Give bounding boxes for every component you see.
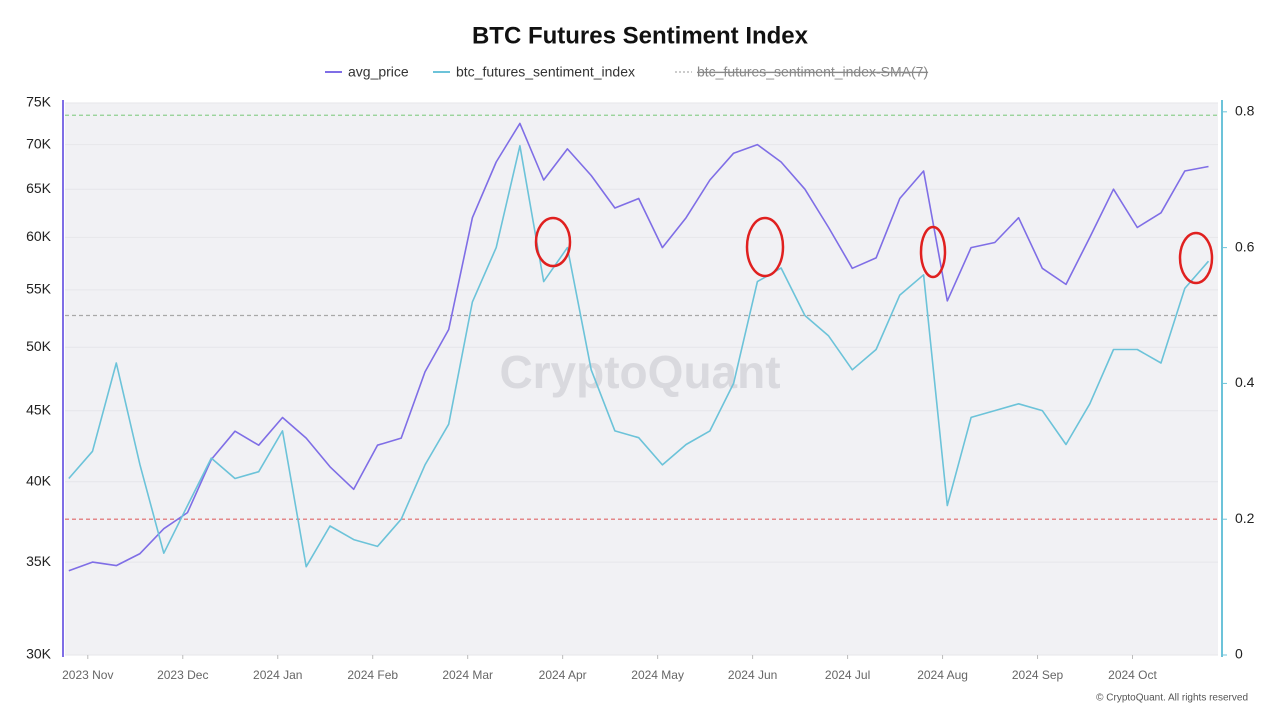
highlight-circle: [919, 225, 947, 279]
plot-area: [65, 103, 1218, 655]
y-tick-label: 70K: [26, 135, 52, 151]
x-tick-label: 2024 Jan: [253, 668, 302, 682]
y2-tick-label: 0.6: [1235, 238, 1255, 254]
x-tick-label: 2024 Aug: [917, 668, 968, 682]
y-tick-label: 65K: [26, 180, 52, 196]
y2-tick-label: 0.2: [1235, 510, 1255, 526]
x-tick-label: 2023 Dec: [157, 668, 208, 682]
highlight-circle: [745, 216, 785, 278]
x-tick-label: 2024 May: [631, 668, 684, 682]
x-tick-label: 2024 Jun: [728, 668, 777, 682]
y-tick-label: 40K: [26, 472, 52, 488]
series-line: [68, 145, 1210, 568]
legend-label-hidden[interactable]: btc_futures_sentiment_index-SMA(7): [697, 64, 928, 80]
highlight-circle: [534, 216, 572, 268]
legend-label[interactable]: btc_futures_sentiment_index: [456, 64, 635, 80]
y2-tick-label: 0: [1235, 646, 1243, 662]
y-tick-label: 30K: [26, 646, 52, 662]
x-tick-label: 2024 Apr: [539, 668, 587, 682]
highlight-circle: [1178, 231, 1214, 285]
highlight-circles: [534, 216, 1214, 285]
footer: © CryptoQuant. All rights reserved: [1096, 693, 1248, 704]
y-tick-label: 55K: [26, 281, 52, 297]
y-tick-label: 75K: [26, 94, 52, 110]
x-tick-label: 2023 Nov: [62, 668, 113, 682]
y-tick-label: 50K: [26, 338, 52, 354]
plot-layer: 30K 35K 40K 45K 50K 55K 60K 65K 70K 75K 0 0.2 0.4 0.6…: [26, 94, 1255, 682]
y-tick-label: 60K: [26, 228, 52, 244]
y2-tick-label: 0.4: [1235, 374, 1255, 390]
chart-title: BTC Futures Sentiment Index: [472, 22, 809, 49]
x-tick-label: 2024 Oct: [1108, 668, 1157, 682]
x-tick-label: 2024 Feb: [347, 668, 398, 682]
x-tick-label: 2024 Sep: [1012, 668, 1064, 682]
watermark: CryptoQuant: [499, 346, 780, 398]
legend: avg_price btc_futures_sentiment_index bt…: [325, 64, 928, 80]
legend-label[interactable]: avg_price: [348, 64, 409, 80]
x-tick-label: 2024 Mar: [442, 668, 493, 682]
x-tick-label: 2024 Jul: [825, 668, 870, 682]
series-line: [68, 122, 1209, 572]
y-tick-label: 45K: [26, 401, 52, 417]
y-tick-label: 35K: [26, 553, 52, 569]
y2-tick-label: 0.8: [1235, 103, 1255, 119]
